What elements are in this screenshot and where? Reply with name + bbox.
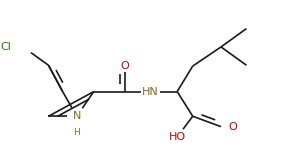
Text: H: H [73, 128, 80, 137]
Text: HO: HO [168, 132, 186, 142]
Text: O: O [120, 61, 129, 71]
Text: O: O [228, 122, 237, 132]
Text: Cl: Cl [1, 42, 12, 52]
Text: HN: HN [142, 87, 159, 97]
Text: N: N [72, 111, 81, 121]
